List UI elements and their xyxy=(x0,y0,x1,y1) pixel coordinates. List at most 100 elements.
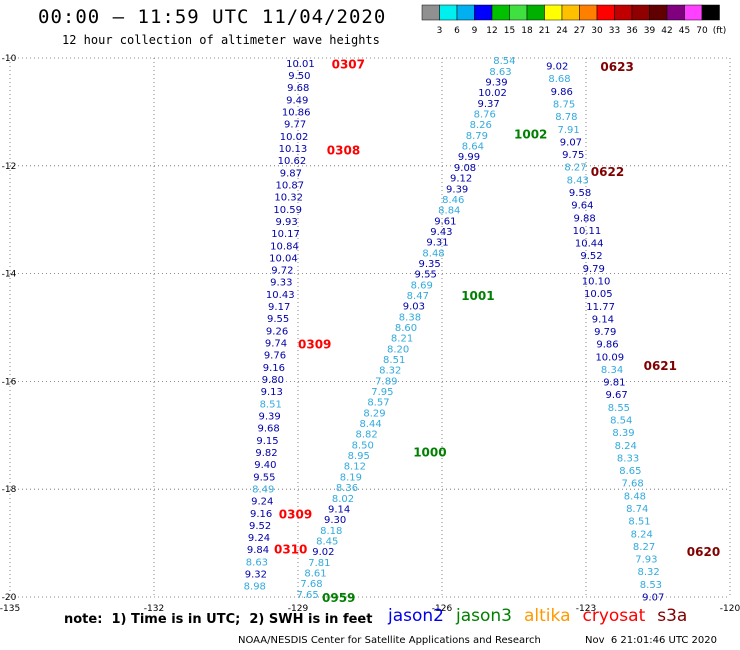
wave-height-value: 9.26 xyxy=(266,326,288,337)
wave-height-value: 9.07 xyxy=(642,593,664,604)
wave-height-colorbar: 3 6 9 12 15 18 21 24 27 30 33 36 39 42 45 70 (ft) xyxy=(421,4,726,36)
wave-height-value: 10.05 xyxy=(584,289,613,300)
wave-height-value: 9.81 xyxy=(603,378,625,389)
wave-height-value: 9.30 xyxy=(324,515,346,526)
wave-height-value: 9.80 xyxy=(262,375,284,386)
pass-time-label: 0309 xyxy=(298,338,331,352)
wave-height-value: 9.07 xyxy=(560,137,582,148)
wave-height-value: 9.39 xyxy=(485,78,507,89)
wave-height-value: 8.74 xyxy=(626,504,648,515)
wave-height-value: 8.53 xyxy=(640,580,662,591)
wave-height-value: 8.57 xyxy=(367,398,389,409)
x-tick-label: -120 xyxy=(720,604,740,614)
pass-time-label: 1002 xyxy=(514,127,547,141)
wave-height-value: 9.13 xyxy=(261,387,283,398)
wave-height-value: 8.18 xyxy=(320,526,342,537)
pass-time-label: 0959 xyxy=(322,591,355,605)
wave-height-value: 8.47 xyxy=(407,291,429,302)
legend-item-altika: altika xyxy=(524,606,571,626)
wave-height-value: 9.24 xyxy=(248,533,270,544)
wave-height-value: 9.55 xyxy=(267,314,289,325)
pass-time-label: 1001 xyxy=(461,289,494,303)
wave-height-value: 9.02 xyxy=(546,62,568,73)
wave-height-value: 8.95 xyxy=(348,451,370,462)
wave-height-value: 9.40 xyxy=(254,460,276,471)
wave-height-value: 9.68 xyxy=(257,424,279,435)
wave-height-value: 9.84 xyxy=(247,545,269,556)
wave-height-value: 8.34 xyxy=(601,365,623,376)
wave-height-value: 8.50 xyxy=(352,440,374,451)
pass-time-label: 1000 xyxy=(413,445,446,459)
wave-height-value: 10.32 xyxy=(274,193,303,204)
wave-height-value: 10.13 xyxy=(279,144,308,155)
wave-height-value: 8.49 xyxy=(252,484,274,495)
wave-height-value: 9.02 xyxy=(312,547,334,558)
wave-height-value: 9.35 xyxy=(418,259,440,270)
wave-height-value: 8.63 xyxy=(489,67,511,78)
wave-height-value: 9.39 xyxy=(259,411,281,422)
wave-height-value: 8.02 xyxy=(332,494,354,505)
wave-height-value: 9.17 xyxy=(268,302,290,313)
wave-height-value: 7.89 xyxy=(375,376,397,387)
wave-height-value: 9.55 xyxy=(253,472,275,483)
wave-height-value: 9.93 xyxy=(275,217,297,228)
wave-height-value: 9.99 xyxy=(458,152,480,163)
legend-item-jason2: jason2 xyxy=(388,606,444,626)
wave-height-value: 8.55 xyxy=(608,403,630,414)
wave-height-value: 9.14 xyxy=(592,314,614,325)
wave-height-value: 8.51 xyxy=(383,355,405,366)
wave-height-value: 9.31 xyxy=(426,238,448,249)
colorbar-label: 70 xyxy=(696,26,708,36)
colorbar-label: 9 xyxy=(472,26,478,36)
footnote: note: 1) Time is in UTC; 2) SWH is in fe… xyxy=(64,612,373,627)
wave-height-value: 8.26 xyxy=(470,120,492,131)
wave-height-value: 8.24 xyxy=(615,441,637,452)
legend-item-jason3: jason3 xyxy=(456,606,512,626)
wave-height-value: 9.61 xyxy=(434,216,456,227)
wave-height-value: 8.38 xyxy=(399,312,421,323)
wave-height-value: 10.62 xyxy=(278,156,307,167)
wave-height-value: 9.32 xyxy=(245,570,267,581)
wave-height-value: 9.50 xyxy=(288,71,310,82)
pass-time-label: 0310 xyxy=(274,542,307,556)
wave-height-value: 8.75 xyxy=(553,100,575,111)
wave-height-value: 7.68 xyxy=(621,479,643,490)
satellite-legend: jason2 jason3 altika cryosat s3a xyxy=(388,606,699,626)
wave-height-value: 10.43 xyxy=(266,290,295,301)
wave-height-value: 8.33 xyxy=(617,453,639,464)
wave-height-value: 10.17 xyxy=(271,229,300,240)
wave-height-value: 9.67 xyxy=(605,390,627,401)
wave-height-value: 8.65 xyxy=(619,466,641,477)
wave-height-value: 8.51 xyxy=(628,517,650,528)
pass-time-label: 0309 xyxy=(279,507,312,521)
wave-height-value: 9.16 xyxy=(250,509,272,520)
wave-height-value: 9.79 xyxy=(594,327,616,338)
wave-height-value: 11.77 xyxy=(586,302,615,313)
chart-title: 00:00 – 11:59 UTC 11/04/2020 xyxy=(38,6,387,28)
wave-height-value: 9.87 xyxy=(280,168,302,179)
wave-height-value: 8.54 xyxy=(610,416,632,427)
wave-height-value: 9.79 xyxy=(583,264,605,275)
wave-height-value: 8.98 xyxy=(244,582,266,593)
wave-height-value: 7.65 xyxy=(296,590,318,601)
wave-height-value: 8.78 xyxy=(555,112,577,123)
wave-height-value: 8.36 xyxy=(336,483,358,494)
wave-height-value: 9.68 xyxy=(287,83,309,94)
wave-height-value: 8.68 xyxy=(548,74,570,85)
y-tick-label: -18 xyxy=(2,485,17,495)
colorbar-label: 39 xyxy=(644,26,656,36)
wave-height-value: 9.72 xyxy=(271,266,293,277)
wave-height-value: 9.55 xyxy=(415,270,437,281)
colorbar-label: 30 xyxy=(591,26,603,36)
colorbar-label: 33 xyxy=(609,26,620,36)
wave-height-value: 9.75 xyxy=(562,150,584,161)
wave-height-value: 8.12 xyxy=(344,462,366,473)
wave-height-value: 9.12 xyxy=(450,174,472,185)
wave-height-value: 10.02 xyxy=(478,88,507,99)
wave-height-value: 8.24 xyxy=(631,529,653,540)
wave-height-value: 9.33 xyxy=(270,278,292,289)
wave-height-value: 9.58 xyxy=(569,188,591,199)
wave-height-value: 9.77 xyxy=(284,120,306,131)
wave-height-value: 8.61 xyxy=(304,568,326,579)
